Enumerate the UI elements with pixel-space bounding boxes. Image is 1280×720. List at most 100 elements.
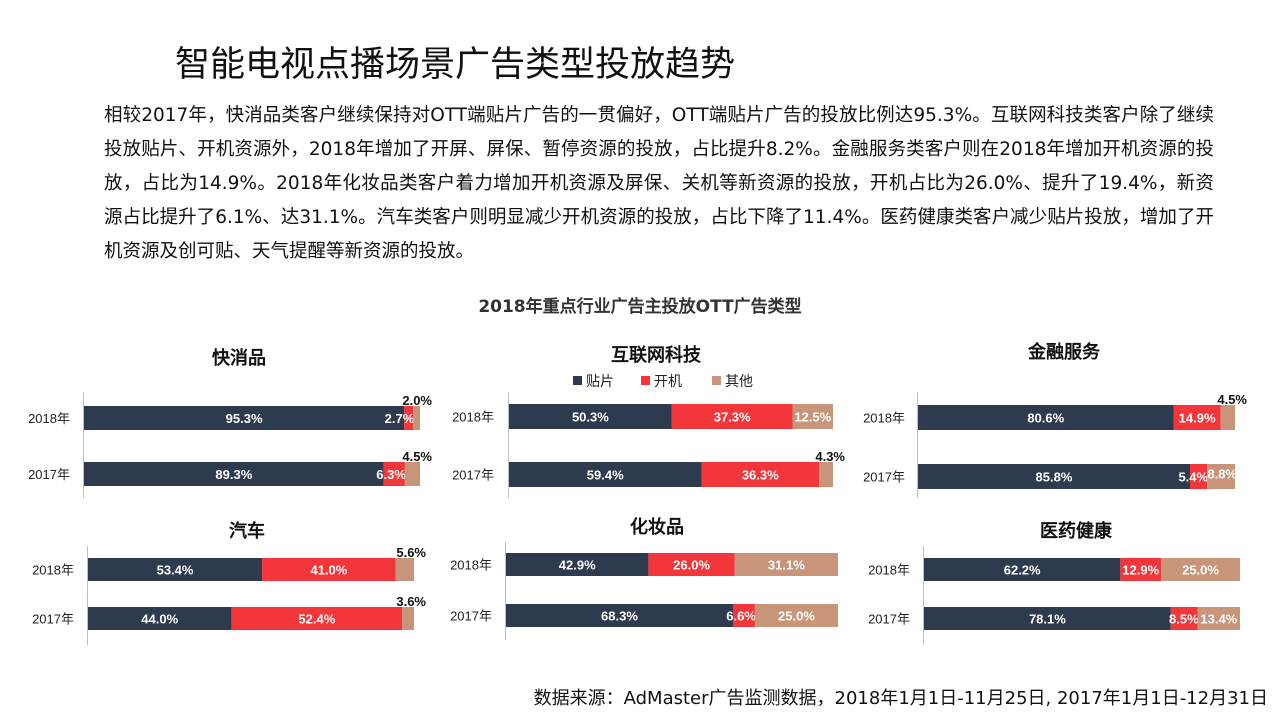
- data-label: 37.3%: [714, 410, 751, 425]
- chart-5: 化妆品 2018年 42.9% 26.0% 31.1% 2017年 68.3% 6.6% 25.…: [450, 516, 838, 640]
- chart-title: 医药健康: [1040, 520, 1113, 541]
- page-title: 智能电视点播场景广告类型投放趋势: [175, 45, 736, 85]
- data-label: 12.5%: [794, 410, 831, 425]
- bar-segment-其他: [792, 404, 833, 429]
- data-label: 4.3%: [815, 449, 845, 464]
- data-label: 50.3%: [572, 410, 609, 425]
- chart-title: 快消品: [212, 347, 266, 368]
- bar-segment-其他: [1220, 405, 1235, 430]
- data-label: 53.4%: [157, 563, 194, 578]
- data-label: 78.1%: [1029, 612, 1066, 627]
- category-label: 2018年: [868, 563, 910, 578]
- category-label: 2017年: [28, 467, 70, 482]
- bar-segment-开机: [262, 558, 396, 581]
- legend-label: 贴片: [586, 373, 614, 389]
- legend-label: 其他: [725, 373, 753, 389]
- data-label: 6.3%: [376, 467, 406, 482]
- bar-segment-开机: [732, 604, 755, 627]
- bar-segment-贴片: [506, 604, 733, 627]
- bar-segment-其他: [413, 406, 420, 430]
- bar-segment-其他: [395, 558, 414, 581]
- chart-title: 汽车: [229, 520, 265, 541]
- bar-segment-其他: [754, 604, 838, 627]
- category-label: 2018年: [28, 411, 70, 426]
- bar-segment-开机: [231, 607, 403, 630]
- data-label: 36.3%: [742, 468, 779, 483]
- data-label: 14.9%: [1179, 411, 1216, 426]
- chart-3: 金融服务 2018年 80.6% 14.9%4.5% 2017年 85.8% 5.4% 8.8…: [863, 341, 1247, 498]
- bar-segment-贴片: [88, 558, 263, 581]
- bar-segment-开机: [671, 404, 793, 429]
- bar-segment-其他: [402, 607, 414, 630]
- bar-segment-贴片: [918, 405, 1174, 430]
- main-chart-title: 2018年重点行业广告主投放OTT广告类型: [478, 297, 802, 317]
- chart-title: 互联网科技: [611, 344, 702, 365]
- bar-segment-贴片: [924, 607, 1171, 630]
- data-label: 68.3%: [601, 609, 638, 624]
- data-label: 26.0%: [673, 558, 710, 573]
- data-label: 31.1%: [768, 558, 805, 573]
- data-label: 80.6%: [1027, 411, 1064, 426]
- category-label: 2017年: [32, 612, 74, 627]
- bar-segment-贴片: [918, 464, 1190, 489]
- data-label: 4.5%: [402, 449, 432, 464]
- legend-swatch: [712, 376, 721, 385]
- chart-2: 互联网科技 2018年 50.3% 37.3% 12.5% 2017年 59.4% 36.3%…: [452, 344, 845, 498]
- bar-segment-贴片: [84, 462, 384, 486]
- chart-4: 汽车 2018年 53.4% 41.0% 5.6% 2017年 44.0% 52.4% 3.6%: [32, 520, 426, 645]
- chart-6: 医药健康 2018年 62.2% 12.9% 25.0% 2017年 78.1% 8.5% 13…: [868, 520, 1240, 645]
- bar-segment-贴片: [924, 558, 1121, 581]
- data-label: 6.6%: [726, 609, 756, 624]
- category-label: 2018年: [32, 563, 74, 578]
- data-label: 89.3%: [215, 467, 252, 482]
- data-label: 52.4%: [298, 612, 335, 627]
- data-label: 59.4%: [587, 468, 624, 483]
- bar-segment-贴片: [88, 607, 232, 630]
- data-label: 4.5%: [1217, 392, 1247, 407]
- data-label: 8.5%: [1169, 612, 1199, 627]
- legend-swatch: [573, 376, 582, 385]
- data-label: 5.6%: [396, 545, 426, 560]
- bar-segment-其他: [1207, 464, 1235, 489]
- bar-segment-开机: [1189, 464, 1208, 489]
- bar-segment-其他: [1161, 558, 1240, 581]
- data-label: 2.7%: [385, 411, 415, 426]
- bar-segment-开机: [701, 462, 820, 487]
- bar-segment-开机: [404, 406, 414, 430]
- data-label: 25.0%: [1182, 563, 1219, 578]
- data-label: 8.8%: [1207, 467, 1237, 482]
- data-label: 2.0%: [402, 393, 432, 408]
- bar-segment-开机: [1120, 558, 1162, 581]
- bar-segment-其他: [404, 462, 420, 486]
- summary-paragraph: 相较2017年，快消品类客户继续保持对OTT端贴片广告的一贯偏好，OTT端贴片广…: [104, 105, 1214, 262]
- bar-segment-开机: [648, 553, 735, 576]
- bar-segment-贴片: [506, 553, 649, 576]
- chart-title: 化妆品: [630, 516, 684, 537]
- data-label: 41.0%: [310, 563, 347, 578]
- category-label: 2017年: [868, 612, 910, 627]
- legend-label: 开机: [654, 373, 682, 389]
- category-label: 2018年: [863, 411, 905, 426]
- bar-segment-其他: [734, 553, 838, 576]
- bar-segment-贴片: [84, 406, 405, 430]
- legend-swatch: [641, 376, 650, 385]
- data-label: 62.2%: [1004, 563, 1041, 578]
- bar-segment-贴片: [509, 462, 702, 487]
- data-source-note: 数据来源：AdMaster广告监测数据，2018年1月1日-11月25日, 20…: [533, 688, 1268, 709]
- chart-1: 快消品 2018年 95.3% 2.7% 2.0% 2017年 89.3% 6.3% 4.5%: [28, 347, 432, 498]
- bar-segment-其他: [1197, 607, 1240, 630]
- data-label: 95.3%: [226, 411, 263, 426]
- bar-segment-开机: [1170, 607, 1198, 630]
- data-label: 13.4%: [1200, 612, 1237, 627]
- data-label: 3.6%: [396, 594, 426, 609]
- data-label: 85.8%: [1036, 470, 1073, 485]
- data-label: 5.4%: [1178, 470, 1208, 485]
- category-label: 2018年: [452, 410, 494, 425]
- chart-title: 金融服务: [1027, 341, 1101, 362]
- category-label: 2017年: [452, 468, 494, 483]
- data-label: 42.9%: [559, 558, 596, 573]
- category-label: 2017年: [863, 470, 905, 485]
- bar-segment-开机: [383, 462, 405, 486]
- data-label: 25.0%: [778, 609, 815, 624]
